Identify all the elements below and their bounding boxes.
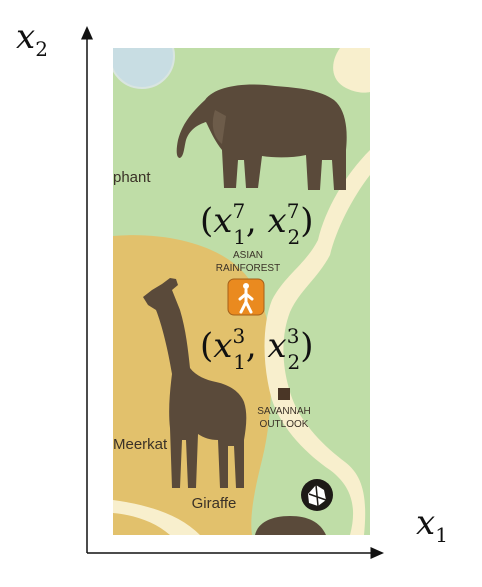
pond — [113, 48, 175, 89]
label-giraffe: Giraffe — [192, 495, 237, 512]
turtle-icon — [255, 516, 326, 535]
walkway-top — [333, 48, 370, 93]
label-elephant: phant — [113, 169, 151, 186]
point-label-3: (x3 1, x3 2) — [200, 324, 313, 374]
label-meerkat: Meerkat — [113, 436, 168, 453]
label-asian-rainforest-1: ASIAN — [233, 250, 263, 261]
boulder-icon — [301, 479, 333, 511]
walkway-inner-edge — [283, 175, 370, 535]
x-axis-label: x1 — [416, 503, 448, 547]
label-asian-rainforest-2: RAINFOREST — [216, 263, 280, 274]
elephant-icon — [176, 84, 347, 190]
label-savannah-1: SAVANNAH — [257, 406, 311, 417]
walking-person-icon — [227, 278, 265, 316]
label-savannah-2: OUTLOOK — [260, 419, 309, 430]
walkway-bottom — [113, 500, 200, 535]
zoo-map: phant ASIAN RAINFOREST SAVANNAH OUTLOOK … — [113, 48, 370, 535]
point-label-7: (x7 1, x7 2) — [200, 199, 313, 249]
y-axis-label: x2 — [16, 17, 48, 61]
map-marker-square-icon — [278, 388, 290, 400]
giraffe-icon — [143, 278, 247, 488]
